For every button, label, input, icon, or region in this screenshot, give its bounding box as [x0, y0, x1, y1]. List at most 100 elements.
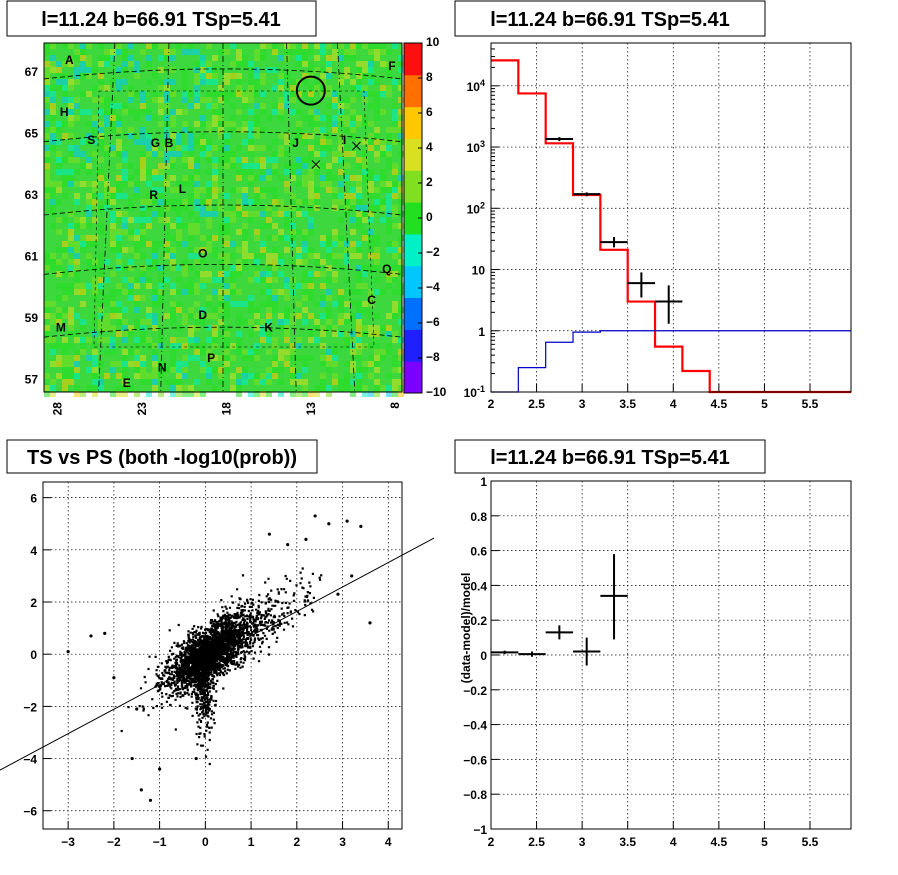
sky-map-cell [272, 343, 278, 349]
sky-map-cell [224, 361, 230, 367]
sky-map-cell [362, 301, 368, 307]
sky-map-cell [200, 391, 206, 397]
sky-map-cell [392, 265, 398, 271]
sky-map-cell [314, 43, 320, 49]
sky-map-cell [116, 43, 122, 49]
colorbar-segment [404, 43, 422, 76]
sky-map-cell [326, 235, 332, 241]
sky-map-cell [200, 97, 206, 103]
sky-map-cell [116, 229, 122, 235]
sky-map-cell [374, 193, 380, 199]
sky-map-cell [224, 97, 230, 103]
residual-data-point [491, 650, 519, 655]
sky-map-cell [362, 67, 368, 73]
sky-map-cell [128, 55, 134, 61]
sky-map-cell [152, 241, 158, 247]
colorbar-segment [404, 138, 422, 171]
sky-map-cell [356, 115, 362, 121]
sky-map-cell [146, 109, 152, 115]
sky-map-cell [164, 205, 170, 211]
sky-map-cell [344, 301, 350, 307]
sky-map-cell [302, 379, 308, 385]
sky-map-cell [326, 325, 332, 331]
sky-map-cell [98, 97, 104, 103]
sky-map-cell [284, 283, 290, 289]
sky-map-cell [194, 91, 200, 97]
sky-map-cell [56, 259, 62, 265]
sky-map-cell [254, 343, 260, 349]
sky-map-cell [110, 151, 116, 157]
sky-map-cell [266, 379, 272, 385]
sky-map-cell [56, 229, 62, 235]
sky-map-cell [368, 289, 374, 295]
sky-map-cell [368, 313, 374, 319]
sky-map-cell [200, 205, 206, 211]
sky-map-cell [350, 349, 356, 355]
sky-map-cell [242, 379, 248, 385]
sky-map-cell [170, 55, 176, 61]
scatter-outlier [336, 592, 340, 596]
sky-map-cell [140, 271, 146, 277]
sky-map-cell [170, 379, 176, 385]
residual-x-tick: 4 [670, 835, 677, 849]
sky-map-cell [152, 385, 158, 391]
sky-map-cell [224, 163, 230, 169]
sky-map-cell [176, 307, 182, 313]
sky-map-cell [314, 151, 320, 157]
sky-map-cell [122, 367, 128, 373]
sky-map-cell [284, 223, 290, 229]
sky-map-cell [248, 169, 254, 175]
sky-map-cell [86, 67, 92, 73]
sky-map-cell [128, 43, 134, 49]
residual-plot-area: −1−0.8−0.6−0.4−0.200.20.40.60.812 2.5 3 3.5… [459, 475, 852, 849]
sky-map-cell [296, 355, 302, 361]
sky-map-cell [248, 79, 254, 85]
sky-map-cell [392, 211, 398, 217]
sky-map-cell [188, 103, 194, 109]
sky-map-cell [308, 277, 314, 283]
sky-map-cell [362, 73, 368, 79]
sky-map-cell [350, 391, 356, 397]
spectrum-data-point [545, 137, 574, 142]
sky-map-cell [170, 109, 176, 115]
sky-map-cell [206, 67, 212, 73]
sky-map-cell [344, 145, 350, 151]
sky-map-cell [386, 133, 392, 139]
sky-map-cell [158, 271, 164, 277]
sky-map-cell [50, 223, 56, 229]
sky-map-cell [74, 199, 80, 205]
sky-map-cell [98, 223, 104, 229]
sky-map-cell [176, 289, 182, 295]
sky-map-cell [356, 91, 362, 97]
sky-map-cell [374, 127, 380, 133]
source-label-R: R [149, 188, 158, 202]
sky-map-cell [248, 373, 254, 379]
sky-map-cell [248, 295, 254, 301]
sky-map-cell [356, 181, 362, 187]
sky-map-cell [278, 325, 284, 331]
sky-map-cell [380, 181, 386, 187]
sky-map-cell [368, 73, 374, 79]
scatter-x-tick: 4 [385, 835, 392, 849]
sky-map-cell [62, 133, 68, 139]
sky-map-cell [236, 109, 242, 115]
sky-map-cell [116, 259, 122, 265]
sky-map-cell [302, 139, 308, 145]
sky-map-cell [284, 169, 290, 175]
sky-map-cell [332, 55, 338, 61]
sky-map-cell [212, 169, 218, 175]
sky-map-cell [296, 163, 302, 169]
sky-map-cell [92, 385, 98, 391]
sky-map-cell [110, 145, 116, 151]
sky-map-cell [50, 313, 56, 319]
sky-map-cell [128, 181, 134, 187]
sky-map-cell [200, 283, 206, 289]
source-label-B: B [165, 136, 174, 150]
sky-map-cell [170, 391, 176, 397]
sky-map-cell [320, 295, 326, 301]
sky-map-cell [290, 379, 296, 385]
sky-map-cell [74, 145, 80, 151]
sky-map-cell [86, 205, 92, 211]
sky-map-cell [284, 73, 290, 79]
sky-map-cell [44, 73, 50, 79]
